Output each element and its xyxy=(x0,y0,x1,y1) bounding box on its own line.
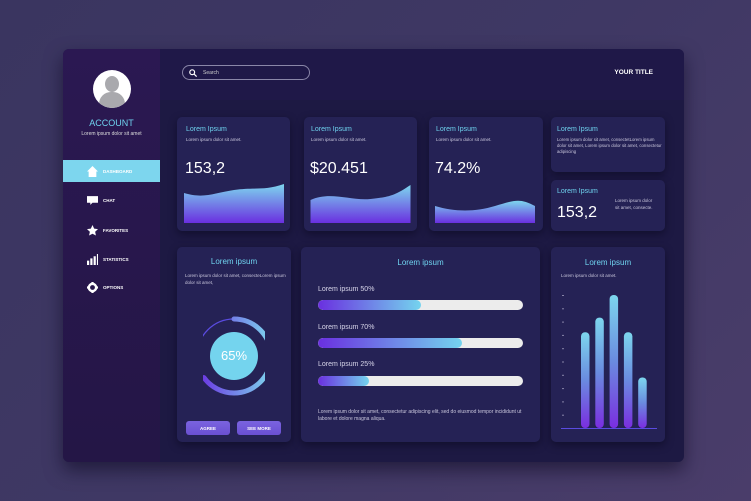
donut-progress xyxy=(203,316,265,396)
donut-percent: 65% xyxy=(220,348,248,363)
y-tick xyxy=(562,361,564,363)
progress-label: Lorem ipsum 25% xyxy=(318,361,375,368)
chart-card: Lorem ipsum Lorem ipsum dolor sit amet. xyxy=(551,247,665,442)
y-tick xyxy=(562,374,564,376)
card-text: Lorem ipsum dolor sit amet. xyxy=(186,137,242,142)
dashboard-window: ACCOUNT Lorem ipsum dolor sit amet DASHB… xyxy=(63,49,684,462)
y-tick xyxy=(562,388,564,390)
card-value: 74.2% xyxy=(435,160,481,177)
progress-card: Lorem ipsum Lorem ipsum 50% Lorem ipsum … xyxy=(301,247,540,442)
gear-icon xyxy=(87,281,98,293)
card-title: Lorem Ipsum xyxy=(311,126,352,133)
sidebar-item-label: OPTIONS xyxy=(103,284,124,290)
agree-button[interactable]: AGREE xyxy=(186,421,230,435)
progress-bar xyxy=(318,376,523,386)
card-text: Lorem ipsum dolor sit amet, consectetur … xyxy=(318,409,522,423)
card-text: Lorem ipsum dolor sit amet, consectetLor… xyxy=(557,137,662,155)
user-icon xyxy=(105,76,119,92)
y-tick xyxy=(562,308,564,310)
card-title: Lorem Ipsum xyxy=(557,188,598,195)
home-icon xyxy=(87,165,98,177)
search-input[interactable]: Search xyxy=(182,65,310,80)
sidebar: ACCOUNT Lorem ipsum dolor sit amet DASHB… xyxy=(63,49,160,462)
stat-card: Lorem Ipsum Lorem ipsum dolor sit amet. … xyxy=(177,117,290,231)
card-text: Lorem ipsum dolor sit amet. xyxy=(436,137,492,142)
bar-chart xyxy=(561,295,657,429)
x-axis xyxy=(561,428,657,429)
card-value: $20.451 xyxy=(310,160,368,177)
y-tick xyxy=(562,334,564,336)
bar xyxy=(595,317,604,428)
account-title: ACCOUNT xyxy=(89,118,134,128)
y-tick xyxy=(562,401,564,403)
progress-fill xyxy=(318,338,462,348)
y-tick xyxy=(562,414,564,416)
bar xyxy=(609,295,619,428)
sidebar-item-label: DASHBOARD xyxy=(103,168,133,174)
card-title: Lorem Ipsum xyxy=(557,126,598,133)
chat-icon xyxy=(87,195,98,205)
sidebar-item-label: CHAT xyxy=(103,197,116,203)
progress-fill xyxy=(318,300,421,310)
progress-label: Lorem ipsum 70% xyxy=(318,324,375,331)
card-title: Lorem ipsum xyxy=(397,258,444,267)
card-title: Lorem ipsum xyxy=(210,257,258,266)
sidebar-item-label: STATISTICS xyxy=(103,256,129,262)
y-tick xyxy=(562,295,564,296)
progress-fill xyxy=(318,376,370,386)
card-value: 153,2 xyxy=(557,204,598,221)
card-text: Lorem ipsum dolor sit amet. xyxy=(311,137,367,142)
card-title: Lorem ipsum xyxy=(584,258,632,267)
y-tick xyxy=(562,321,564,323)
donut-chart xyxy=(203,316,265,396)
bar xyxy=(581,332,590,428)
sidebar-item-chat[interactable]: CHAT xyxy=(63,189,160,211)
star-icon xyxy=(87,224,98,236)
wave-chart xyxy=(184,184,284,223)
stat-card: Lorem Ipsum Lorem ipsum dolor sit amet. … xyxy=(304,117,417,231)
wave-chart xyxy=(435,200,535,223)
info-card: Lorem Ipsum Lorem ipsum dolor sit amet, … xyxy=(551,117,665,172)
search-icon xyxy=(189,68,197,77)
avatar[interactable] xyxy=(93,70,131,108)
progress-bar xyxy=(318,338,523,348)
sidebar-item-dashboard[interactable]: DASHBOARD xyxy=(63,160,160,182)
card-title: Lorem Ipsum xyxy=(186,126,227,133)
wave-chart xyxy=(310,185,411,223)
sidebar-item-favorites[interactable]: FAVORITES xyxy=(63,219,160,241)
sidebar-item-label: FAVORITES xyxy=(103,227,129,233)
bar xyxy=(623,332,633,428)
donut-card: Lorem ipsum Lorem ipsum dolor sit amet, … xyxy=(177,247,291,442)
bar xyxy=(638,377,647,428)
card-text: Lorem ipsum dolor sit amet. xyxy=(561,273,617,278)
card-text: Lorem ipsum dolor sit amet, consecte. xyxy=(615,198,653,210)
see-more-button[interactable]: SEE MORE xyxy=(237,421,281,435)
page-title: YOUR TITLE xyxy=(614,69,653,76)
progress-bar xyxy=(318,300,523,310)
account-subtitle: Lorem ipsum dolor sit amet xyxy=(81,131,142,137)
sidebar-item-statistics[interactable]: STATISTICS xyxy=(63,248,160,270)
card-value: 153,2 xyxy=(185,160,226,177)
header: Search YOUR TITLE xyxy=(160,49,684,100)
search-placeholder: Search xyxy=(203,69,219,76)
stat-card: Lorem Ipsum 153,2 Lorem ipsum dolor sit … xyxy=(551,180,665,231)
card-title: Lorem Ipsum xyxy=(436,126,477,133)
sidebar-item-options[interactable]: OPTIONS xyxy=(63,276,160,298)
y-tick xyxy=(562,348,564,350)
bar-chart-icon xyxy=(87,253,98,265)
stat-card: Lorem Ipsum Lorem ipsum dolor sit amet. … xyxy=(429,117,543,231)
card-text: Lorem ipsum dolor sit amet, consecteLore… xyxy=(185,273,286,285)
progress-label: Lorem ipsum 50% xyxy=(318,286,375,293)
